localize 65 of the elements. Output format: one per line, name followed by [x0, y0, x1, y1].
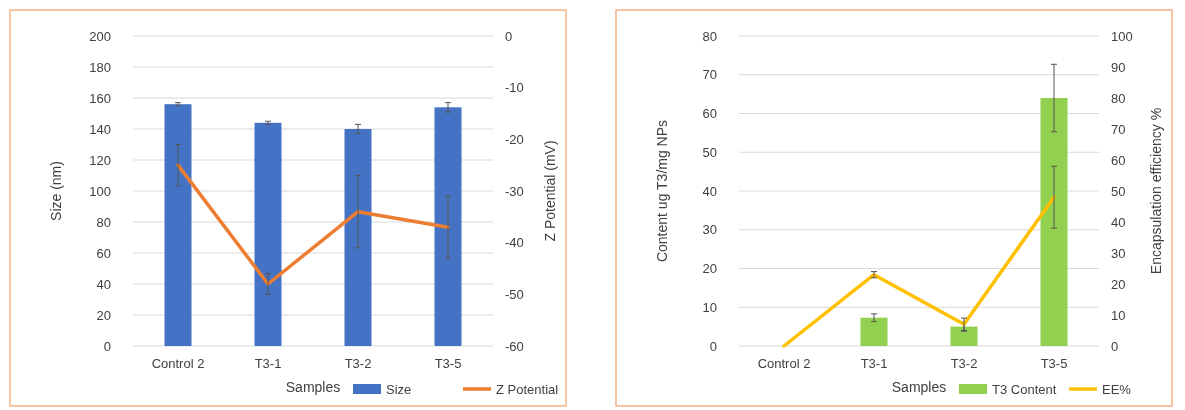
- y-tick-label: 0: [103, 338, 111, 354]
- line-series: [782, 195, 1056, 348]
- y2-tick-label: 60: [1111, 152, 1126, 168]
- y2-tick-label: -10: [505, 80, 524, 96]
- line-series: [176, 163, 450, 286]
- bar: [950, 326, 978, 346]
- y-tick-label: 140: [89, 121, 111, 137]
- y-tick-label: 200: [89, 28, 111, 44]
- y-tick-label: 160: [89, 90, 111, 106]
- y2-tick-label: 20: [1111, 276, 1126, 292]
- bar: [434, 107, 462, 346]
- y2-tick-label: 90: [1111, 59, 1126, 75]
- y-tick-label: 80: [96, 214, 111, 230]
- x-tick-label: T3-1: [860, 356, 888, 371]
- y2-tick-label: -40: [505, 235, 524, 251]
- y2-axis-title: Z Potential (mV): [542, 140, 558, 242]
- x-tick-label: T3-1: [254, 356, 282, 371]
- x-tick-label: Control 2: [757, 356, 811, 371]
- y2-tick-label: 0: [1111, 338, 1119, 354]
- y2-tick-label: 30: [1111, 245, 1126, 261]
- y2-tick-label: -30: [505, 183, 524, 199]
- y-tick-label: 30: [702, 222, 717, 238]
- y-tick-label: 50: [702, 144, 717, 160]
- y2-tick-label: -60: [505, 338, 524, 354]
- y-tick-label: 80: [702, 28, 717, 44]
- x-tick-label: T3-2: [344, 356, 372, 371]
- y-tick-label: 40: [702, 183, 717, 199]
- y-tick-label: 10: [702, 299, 717, 315]
- y2-tick-label: 70: [1111, 121, 1126, 137]
- y-tick-label: 20: [702, 261, 717, 277]
- y-tick-label: 20: [96, 307, 111, 323]
- y-axis-title: Size (nm): [48, 161, 64, 221]
- x-axis-title: Samples: [285, 379, 341, 395]
- y-axis-title: Content ug T3/mg NPs: [654, 119, 670, 263]
- legend-label: Z Potential: [496, 382, 559, 397]
- y-tick-label: 100: [89, 183, 111, 199]
- y-tick-label: 60: [96, 245, 111, 261]
- y-tick-label: 70: [702, 67, 717, 83]
- y2-tick-label: 10: [1111, 307, 1126, 323]
- x-axis-title: Samples: [891, 379, 947, 395]
- bar: [254, 122, 282, 346]
- x-tick-label: Control 2: [151, 356, 205, 371]
- x-tick-label: T3-2: [950, 356, 978, 371]
- y2-tick-label: 0: [505, 28, 513, 44]
- y-tick-label: 40: [96, 276, 111, 292]
- y-tick-label: 60: [702, 106, 717, 122]
- bar: [164, 104, 192, 346]
- x-tick-label: T3-5: [1040, 356, 1068, 371]
- y-tick-label: 120: [89, 152, 111, 168]
- bar: [344, 129, 372, 346]
- y2-tick-label: -20: [505, 131, 524, 147]
- y2-tick-label: 50: [1111, 183, 1126, 199]
- bar: [1040, 98, 1068, 346]
- x-tick-label: T3-5: [434, 356, 462, 371]
- y2-tick-label: 100: [1111, 28, 1133, 44]
- bar: [860, 317, 888, 346]
- y-tick-label: 180: [89, 59, 111, 75]
- legend-label: EE%: [1102, 382, 1132, 397]
- y2-axis-title: Encapsulation efficiency %: [1148, 107, 1164, 275]
- y-tick-label: 0: [709, 338, 717, 354]
- legend-label: Size: [386, 382, 412, 397]
- y2-tick-label: 40: [1111, 214, 1126, 230]
- legend-label: T3 Content: [992, 382, 1057, 397]
- y2-tick-label: -50: [505, 286, 524, 302]
- y2-tick-label: 80: [1111, 90, 1126, 106]
